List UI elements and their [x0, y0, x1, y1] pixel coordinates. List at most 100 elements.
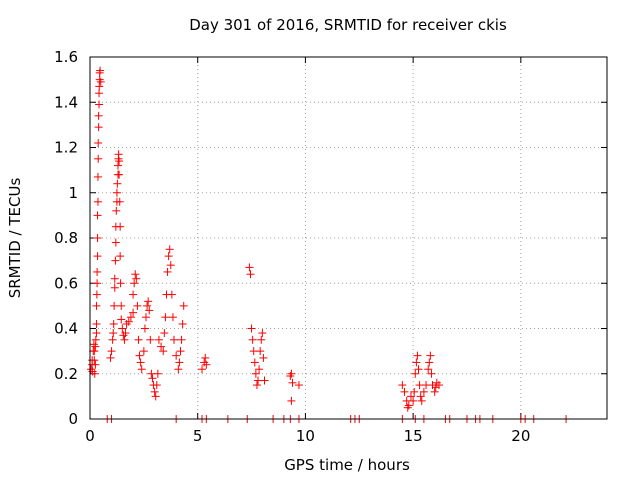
- data-point: [202, 360, 211, 369]
- x-tick-label: 10: [296, 427, 315, 445]
- data-point: [200, 358, 209, 367]
- data-point: [400, 387, 409, 396]
- data-point: [126, 313, 135, 322]
- data-point: [404, 401, 413, 410]
- axis-tick-labels: 0 5 10 15 20 0 0.2 0.4 0.6 0.8 1 1.2 1.4 1.6: [54, 48, 530, 445]
- data-point: [252, 381, 261, 390]
- data-point: [116, 222, 125, 231]
- data-point: [124, 317, 133, 326]
- data-point: [152, 381, 161, 390]
- data-point: [91, 360, 100, 369]
- data-point: [122, 319, 131, 328]
- data-point: [157, 342, 166, 351]
- data-point: [159, 347, 168, 356]
- data-point: [164, 252, 173, 261]
- data-point: [425, 358, 434, 367]
- data-point: [113, 179, 122, 188]
- data-point: [259, 353, 268, 362]
- data-point: [165, 245, 174, 254]
- data-point: [109, 329, 118, 338]
- data-point: [175, 358, 184, 367]
- data-point: [117, 315, 126, 324]
- data-point: [93, 267, 102, 276]
- data-point: [92, 319, 101, 328]
- y-tick-label: 0.4: [54, 320, 78, 338]
- data-point: [257, 335, 266, 344]
- y-tick-label: 1: [68, 184, 78, 202]
- y-tick-label: 0.6: [54, 274, 78, 292]
- data-point: [109, 319, 118, 328]
- data-point: [146, 335, 155, 344]
- data-point: [151, 392, 160, 401]
- data-point: [256, 347, 265, 356]
- data-point: [170, 335, 179, 344]
- data-point: [111, 256, 120, 265]
- y-tick-label: 0.2: [54, 365, 78, 383]
- data-point: [154, 335, 163, 344]
- x-tick-label: 5: [193, 427, 203, 445]
- axis-ticks: [89, 56, 607, 420]
- data-point: [417, 396, 426, 405]
- data-point: [106, 353, 115, 362]
- data-point: [90, 369, 99, 378]
- data-point: [409, 396, 418, 405]
- data-point: [118, 324, 127, 333]
- data-point: [93, 234, 102, 242]
- data-point: [260, 376, 269, 385]
- data-point: [416, 392, 425, 401]
- data-point: [250, 358, 259, 367]
- data-point: [434, 381, 443, 390]
- grid: [90, 57, 607, 419]
- data-point: [119, 331, 128, 340]
- data-point: [111, 238, 120, 247]
- data-point: [136, 358, 145, 367]
- data-point: [245, 263, 254, 272]
- data-point: [150, 387, 159, 396]
- data-point: [115, 170, 124, 179]
- data-point: [90, 347, 99, 356]
- data-point: [88, 356, 97, 365]
- data-point: [167, 290, 176, 299]
- x-axis-label: GPS time / hours: [284, 456, 410, 474]
- data-point: [116, 252, 125, 261]
- data-point: [95, 100, 104, 109]
- data-point: [410, 387, 419, 396]
- data-point: [432, 378, 441, 387]
- data-point: [112, 206, 121, 215]
- data-point: [255, 365, 264, 374]
- data-point: [107, 347, 116, 356]
- data-point: [95, 89, 104, 98]
- data-point: [168, 313, 177, 322]
- data-point: [251, 369, 260, 378]
- data-point: [108, 335, 117, 344]
- data-point: [403, 403, 412, 412]
- data-point: [117, 301, 126, 310]
- data-point: [172, 351, 181, 360]
- data-point: [110, 301, 119, 310]
- data-point: [287, 369, 296, 378]
- data-point: [129, 290, 138, 299]
- data-point: [413, 351, 422, 360]
- data-point: [140, 324, 149, 333]
- data-point: [406, 392, 415, 401]
- data-point: [133, 301, 142, 310]
- data-point: [398, 381, 407, 390]
- data-point: [87, 365, 96, 374]
- data-point: [91, 335, 100, 344]
- data-point: [120, 335, 129, 344]
- data-point: [91, 342, 100, 351]
- data-points: [87, 66, 571, 423]
- x-tick-label: 0: [85, 427, 95, 445]
- y-axis-label: SRMTID / TECUs: [6, 178, 24, 299]
- data-point: [115, 197, 124, 206]
- data-point: [430, 387, 439, 396]
- data-point: [258, 329, 267, 338]
- data-point: [95, 82, 104, 91]
- data-point: [198, 365, 207, 374]
- data-point: [134, 335, 143, 344]
- y-tick-label: 1.4: [54, 93, 78, 111]
- data-point: [93, 211, 102, 220]
- data-point: [145, 306, 154, 315]
- data-point: [411, 369, 420, 378]
